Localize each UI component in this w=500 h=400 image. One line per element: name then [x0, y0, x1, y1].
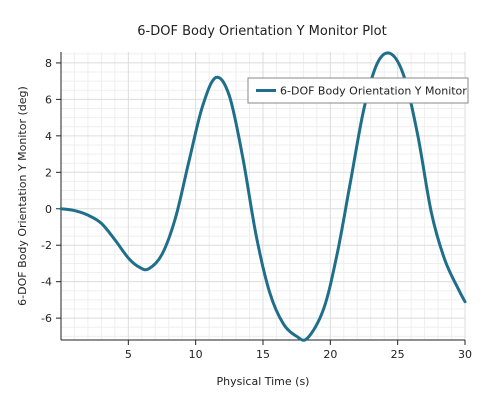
x-tick-label: 25	[391, 348, 405, 361]
y-tick-label: 0	[45, 203, 52, 216]
series-layer	[59, 51, 467, 342]
legend-box	[247, 77, 469, 104]
y-tick-label: 4	[45, 130, 52, 143]
y-tick-label: -4	[41, 276, 52, 289]
legend: 6-DOF Body Orientation Y Monitor	[247, 77, 469, 104]
y-tick-label: -6	[41, 312, 52, 325]
y-tick-label: 8	[45, 57, 52, 70]
x-tick-label: 20	[323, 348, 337, 361]
x-tick-label: 10	[189, 348, 203, 361]
x-ticks: 5 10 15 20 25 30	[125, 340, 472, 361]
x-tick-label: 15	[256, 348, 270, 361]
y-ticks: -6 -4 -2 0 2 4 6 8	[41, 57, 61, 325]
x-axis-label: Physical Time (s)	[217, 375, 310, 388]
y-axis-label: 6-DOF Body Orientation Y Monitor (deg)	[16, 86, 29, 306]
x-tick-label: 30	[458, 348, 472, 361]
x-tick-label: 5	[125, 348, 132, 361]
series-line	[59, 51, 467, 342]
y-tick-label: 2	[45, 166, 52, 179]
legend-label: 6-DOF Body Orientation Y Monitor	[280, 85, 467, 98]
chart-title: 6-DOF Body Orientation Y Monitor Plot	[137, 24, 386, 39]
y-tick-label: 6	[45, 93, 52, 106]
y-tick-label: -2	[41, 239, 52, 252]
